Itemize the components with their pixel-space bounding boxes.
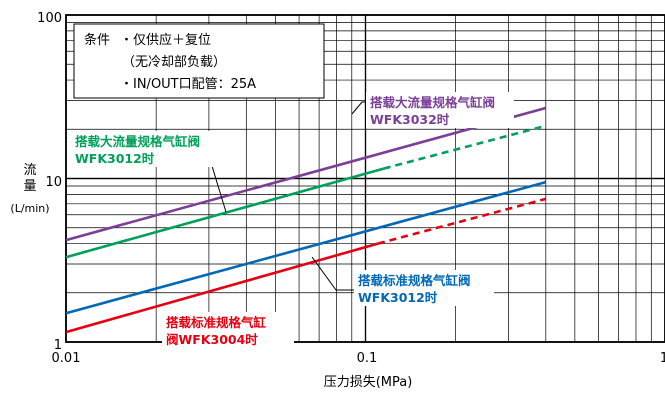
x-tick-1: 1: [660, 351, 665, 366]
leader-purple: [351, 101, 366, 115]
leader-blue: [311, 256, 356, 291]
conditions-line-4: ・IN/OUT口配管：25A: [120, 77, 256, 92]
series-label-red-2: 阀WFK3004时: [166, 332, 258, 347]
plot-frame: [65, 14, 665, 343]
series-green-dashed: [383, 124, 547, 170]
conditions-box: 条件 ・仅供应＋复位 （无冷却部负载） ・IN/OUT口配管：25A: [73, 23, 325, 99]
x-axis-label: 压力损失(MPa): [324, 375, 413, 390]
series-label-green-1: 搭载大流量规格气缸阀: [75, 134, 200, 149]
label-purple: 搭载大流量规格气缸阀 WFK3032时: [366, 92, 514, 128]
series-label-blue-2: WFK3012时: [358, 290, 438, 305]
conditions-line-1: 条件: [84, 32, 110, 48]
y-tick-10: 10: [45, 175, 62, 190]
series-red-dashed: [377, 197, 547, 245]
label-green: 搭载大流量规格气缸阀 WFK3012时: [74, 131, 214, 167]
y-tick-100: 100: [37, 11, 62, 26]
series-label-red-1: 搭载标准规格气缸: [166, 315, 267, 330]
series-label-purple-1: 搭载大流量规格气缸阀: [370, 95, 495, 110]
y-axis-label-3: (L/min): [10, 202, 49, 215]
series-blue-solid: [65, 180, 547, 315]
y-axis-label-2: 量: [23, 179, 36, 194]
y-tick-1: 1: [54, 338, 62, 353]
label-blue: 搭载标准规格气缸阀 WFK3012时: [354, 270, 494, 306]
series-purple-solid: [65, 106, 547, 242]
conditions-line-2: ・仅供应＋复位: [120, 32, 211, 48]
series-label-purple-2: WFK3032时: [370, 112, 450, 127]
series-green-solid: [65, 167, 385, 259]
series-red-solid: [65, 242, 379, 334]
x-tick-0.1: 0.1: [357, 351, 378, 366]
label-red: 搭载标准规格气缸 阀WFK3004时: [162, 312, 294, 348]
series-label-green-2: WFK3012时: [75, 151, 155, 166]
y-axis-label-1: 流: [23, 163, 36, 178]
conditions-line-3: （无冷却部负载）: [122, 55, 226, 70]
series-label-blue-1: 搭载标准规格气缸阀: [358, 273, 471, 288]
x-tick-0.01: 0.01: [52, 351, 81, 366]
series-layer: [65, 106, 547, 334]
